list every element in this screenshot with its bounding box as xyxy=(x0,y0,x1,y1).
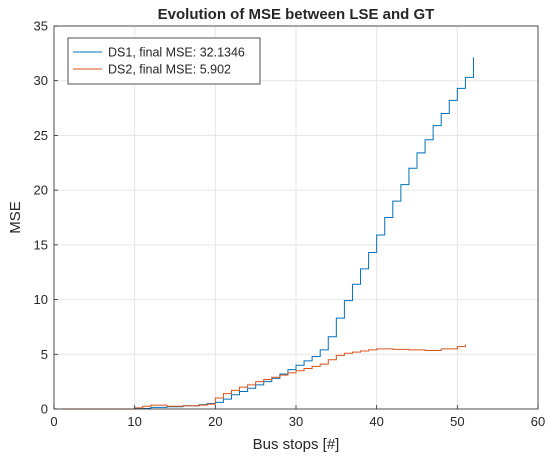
x-tick-label: 30 xyxy=(289,414,303,429)
y-tick-label: 30 xyxy=(34,73,48,88)
legend-label-1: DS1, final MSE: 32.1346 xyxy=(108,46,245,60)
series-layer xyxy=(62,57,474,410)
x-tick-label: 10 xyxy=(127,414,141,429)
legend-box xyxy=(67,37,261,85)
y-tick-label: 20 xyxy=(34,183,48,198)
y-axis-label: MSE xyxy=(7,201,24,234)
y-tick-label: 5 xyxy=(41,347,48,362)
x-tick-label: 20 xyxy=(208,414,222,429)
y-tick-label: 35 xyxy=(34,19,48,34)
x-tick-label: 60 xyxy=(531,414,545,429)
legend: DS1, final MSE: 32.1346 DS2, final MSE: 5… xyxy=(67,37,261,85)
chart-title: Evolution of MSE between LSE and GT xyxy=(158,6,435,23)
axis-ticks: 0 10 20 30 40 50 60 0 5 10 15 20 25 30 35 xyxy=(34,19,546,430)
x-axis-label: Bus stops [#] xyxy=(253,436,340,453)
x-tick-label: 0 xyxy=(50,414,57,429)
y-tick-label: 0 xyxy=(41,402,48,417)
legend-label-2: DS2, final MSE: 5.902 xyxy=(108,63,231,77)
y-tick-label: 25 xyxy=(34,128,48,143)
x-tick-label: 40 xyxy=(369,414,383,429)
x-tick-label: 50 xyxy=(450,414,464,429)
y-tick-label: 15 xyxy=(34,237,48,252)
series-line-2 xyxy=(62,344,466,410)
y-tick-label: 10 xyxy=(34,292,48,307)
